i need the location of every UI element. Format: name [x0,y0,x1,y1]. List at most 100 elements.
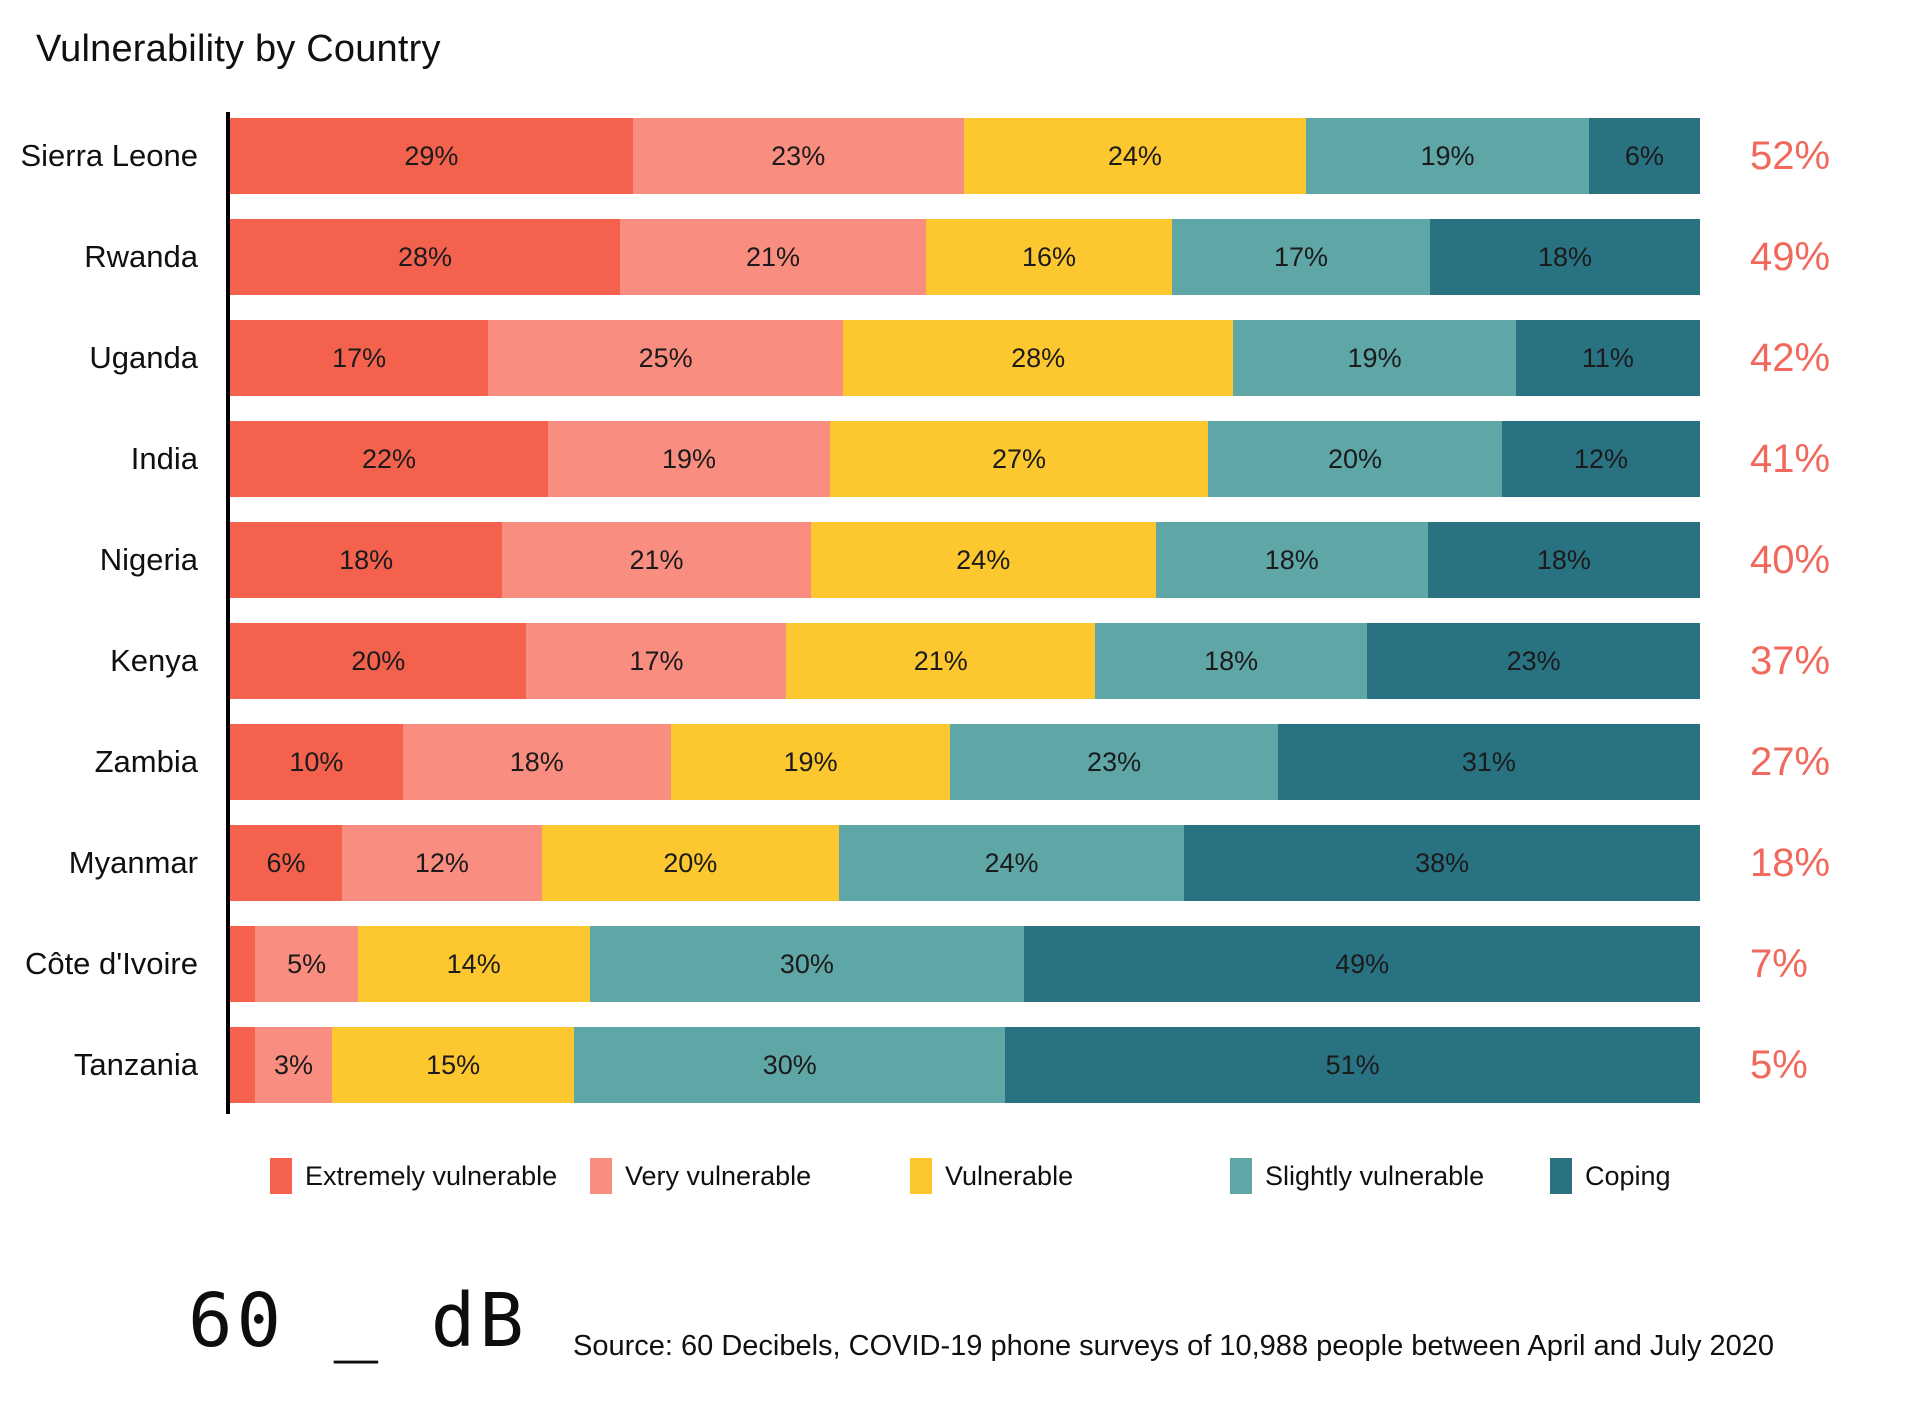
segment-value-label: 21% [745,241,800,272]
segment-coping: 51% [1005,1027,1700,1103]
segment-coping: 23% [1367,623,1700,699]
row-total-label: 41% [1750,436,1831,481]
country-label: Uganda [89,340,198,375]
stacked-bar: 29% 23% 24% 19% 6% [230,118,1700,194]
legend-label: Very vulnerable [625,1160,812,1191]
segment-very-vulnerable: 3% [255,1027,332,1103]
segment-value-label: 18% [1536,544,1591,575]
segment-very-vulnerable: 17% [526,623,787,699]
segment-value-label: 51% [1325,1049,1380,1080]
segment-slightly-vulnerable: 23% [950,724,1278,800]
segment-coping: 49% [1024,926,1700,1002]
segment-vulnerable: 27% [830,421,1208,497]
segment-value-label: 23% [1087,746,1142,777]
segment-very-vulnerable: 18% [402,724,671,800]
segment-extremely-vulnerable: 29% [230,118,633,194]
segment-coping: 18% [1430,219,1700,295]
country-row-india: India 22% 19% 27% 20% 12% 41% [0,421,1830,497]
segment-slightly-vulnerable: 19% [1233,320,1516,396]
segment-vulnerable: 16% [925,219,1172,295]
segment-value-label: 5% [287,948,327,979]
segment-value-label: 17% [332,342,387,373]
segment-vulnerable: 15% [331,1027,575,1103]
country-label: Kenya [110,643,198,678]
segment-value-label: 21% [629,544,684,575]
segment-value-label: 10% [289,746,344,777]
segment-value-label: 20% [351,645,406,676]
row-total-label: 37% [1750,638,1831,683]
segment-value-label: 28% [397,241,453,272]
segment-value-label: 16% [1021,241,1077,272]
segment-vulnerable: 24% [963,118,1307,194]
country-label: Zambia [94,744,198,779]
country-label: Nigeria [99,542,198,577]
segment-extremely-vulnerable [230,1027,256,1103]
row-total-label: 42% [1750,335,1831,380]
country-row-c-te-d-ivoire: Côte d'Ivoire 5% 14% 30% 49% 7% [0,926,1830,1002]
legend: Extremely vulnerable Very vulnerable Vulne… [270,1158,1671,1194]
segment-value-label: 14% [446,948,501,979]
legend-swatch-very-vulnerable [590,1158,612,1194]
legend-item-coping: Coping [1550,1158,1671,1194]
segment-value-label: 15% [426,1049,481,1080]
segment-extremely-vulnerable: 18% [230,522,503,598]
segment-very-vulnerable: 12% [341,825,542,901]
row-total-label: 40% [1750,537,1831,582]
legend-swatch-vulnerable [910,1158,932,1194]
segment-extremely-vulnerable [230,926,256,1002]
country-row-kenya: Kenya 20% 17% 21% 18% 23% 37% [0,623,1830,699]
segment-slightly-vulnerable: 19% [1306,118,1589,194]
country-row-myanmar: Myanmar 6% 12% 20% 24% 38% 18% [0,825,1830,901]
segment-slightly-vulnerable: 18% [1155,522,1428,598]
segment-value-label: 23% [771,140,826,171]
segment-coping: 38% [1184,825,1700,901]
chart-title: Vulnerability by Country [36,28,441,70]
segment-value-label: 30% [762,1049,817,1080]
segment-value-label: 18% [1204,645,1259,676]
segment-value-label: 38% [1415,847,1470,878]
segment-extremely-vulnerable: 20% [230,623,527,699]
segment-vulnerable: 19% [670,724,951,800]
row-total-label: 18% [1750,840,1831,885]
country-label: Tanzania [73,1047,198,1082]
segment-vulnerable: 20% [541,825,839,901]
segment-extremely-vulnerable: 10% [230,724,403,800]
segment-value-label: 27% [991,443,1047,474]
y-axis-line [226,112,230,1114]
segment-value-label: 24% [1107,140,1162,171]
stacked-bar: 18% 21% 24% 18% 18% [230,522,1701,598]
stacked-bar: 22% 19% 27% 20% 12% [230,421,1700,497]
legend-item-extremely-vulnerable: Extremely vulnerable [270,1158,590,1194]
segment-slightly-vulnerable: 30% [574,1027,1006,1103]
segment-value-label: 25% [638,342,693,373]
segment-very-vulnerable: 21% [619,219,926,295]
segment-value-label: 11% [1581,342,1634,373]
segment-value-label: 21% [913,645,968,676]
source-text: Source: 60 Decibels, COVID-19 phone surv… [573,1330,1775,1362]
segment-coping: 12% [1501,421,1700,497]
segment-slightly-vulnerable: 24% [838,825,1185,901]
segment-value-label: 24% [984,847,1039,878]
legend-label: Slightly vulnerable [1265,1160,1485,1191]
segment-value-label: 49% [1335,948,1390,979]
segment-value-label: 12% [1573,443,1629,474]
segment-slightly-vulnerable: 18% [1095,623,1368,699]
country-label: Myanmar [68,845,198,880]
row-total-label: 52% [1750,133,1831,178]
segment-value-label: 6% [266,847,306,878]
segment-slightly-vulnerable: 17% [1172,219,1430,295]
segment-very-vulnerable: 19% [548,421,830,497]
stacked-bar: 6% 12% 20% 24% 38% [230,825,1700,901]
segment-value-label: 19% [661,443,717,474]
legend-item-very-vulnerable: Very vulnerable [590,1158,910,1194]
stacked-bar: 20% 17% 21% 18% 23% [230,623,1700,699]
segment-value-label: 12% [414,847,469,878]
segment-value-label: 22% [361,443,417,474]
segment-value-label: 6% [1624,140,1664,171]
stacked-bar: 5% 14% 30% 49% [230,926,1700,1002]
country-label: Sierra Leone [20,138,198,173]
segment-value-label: 23% [1506,645,1561,676]
segment-value-label: 17% [629,645,684,676]
segment-value-label: 19% [1347,342,1402,373]
segment-value-label: 18% [509,746,564,777]
